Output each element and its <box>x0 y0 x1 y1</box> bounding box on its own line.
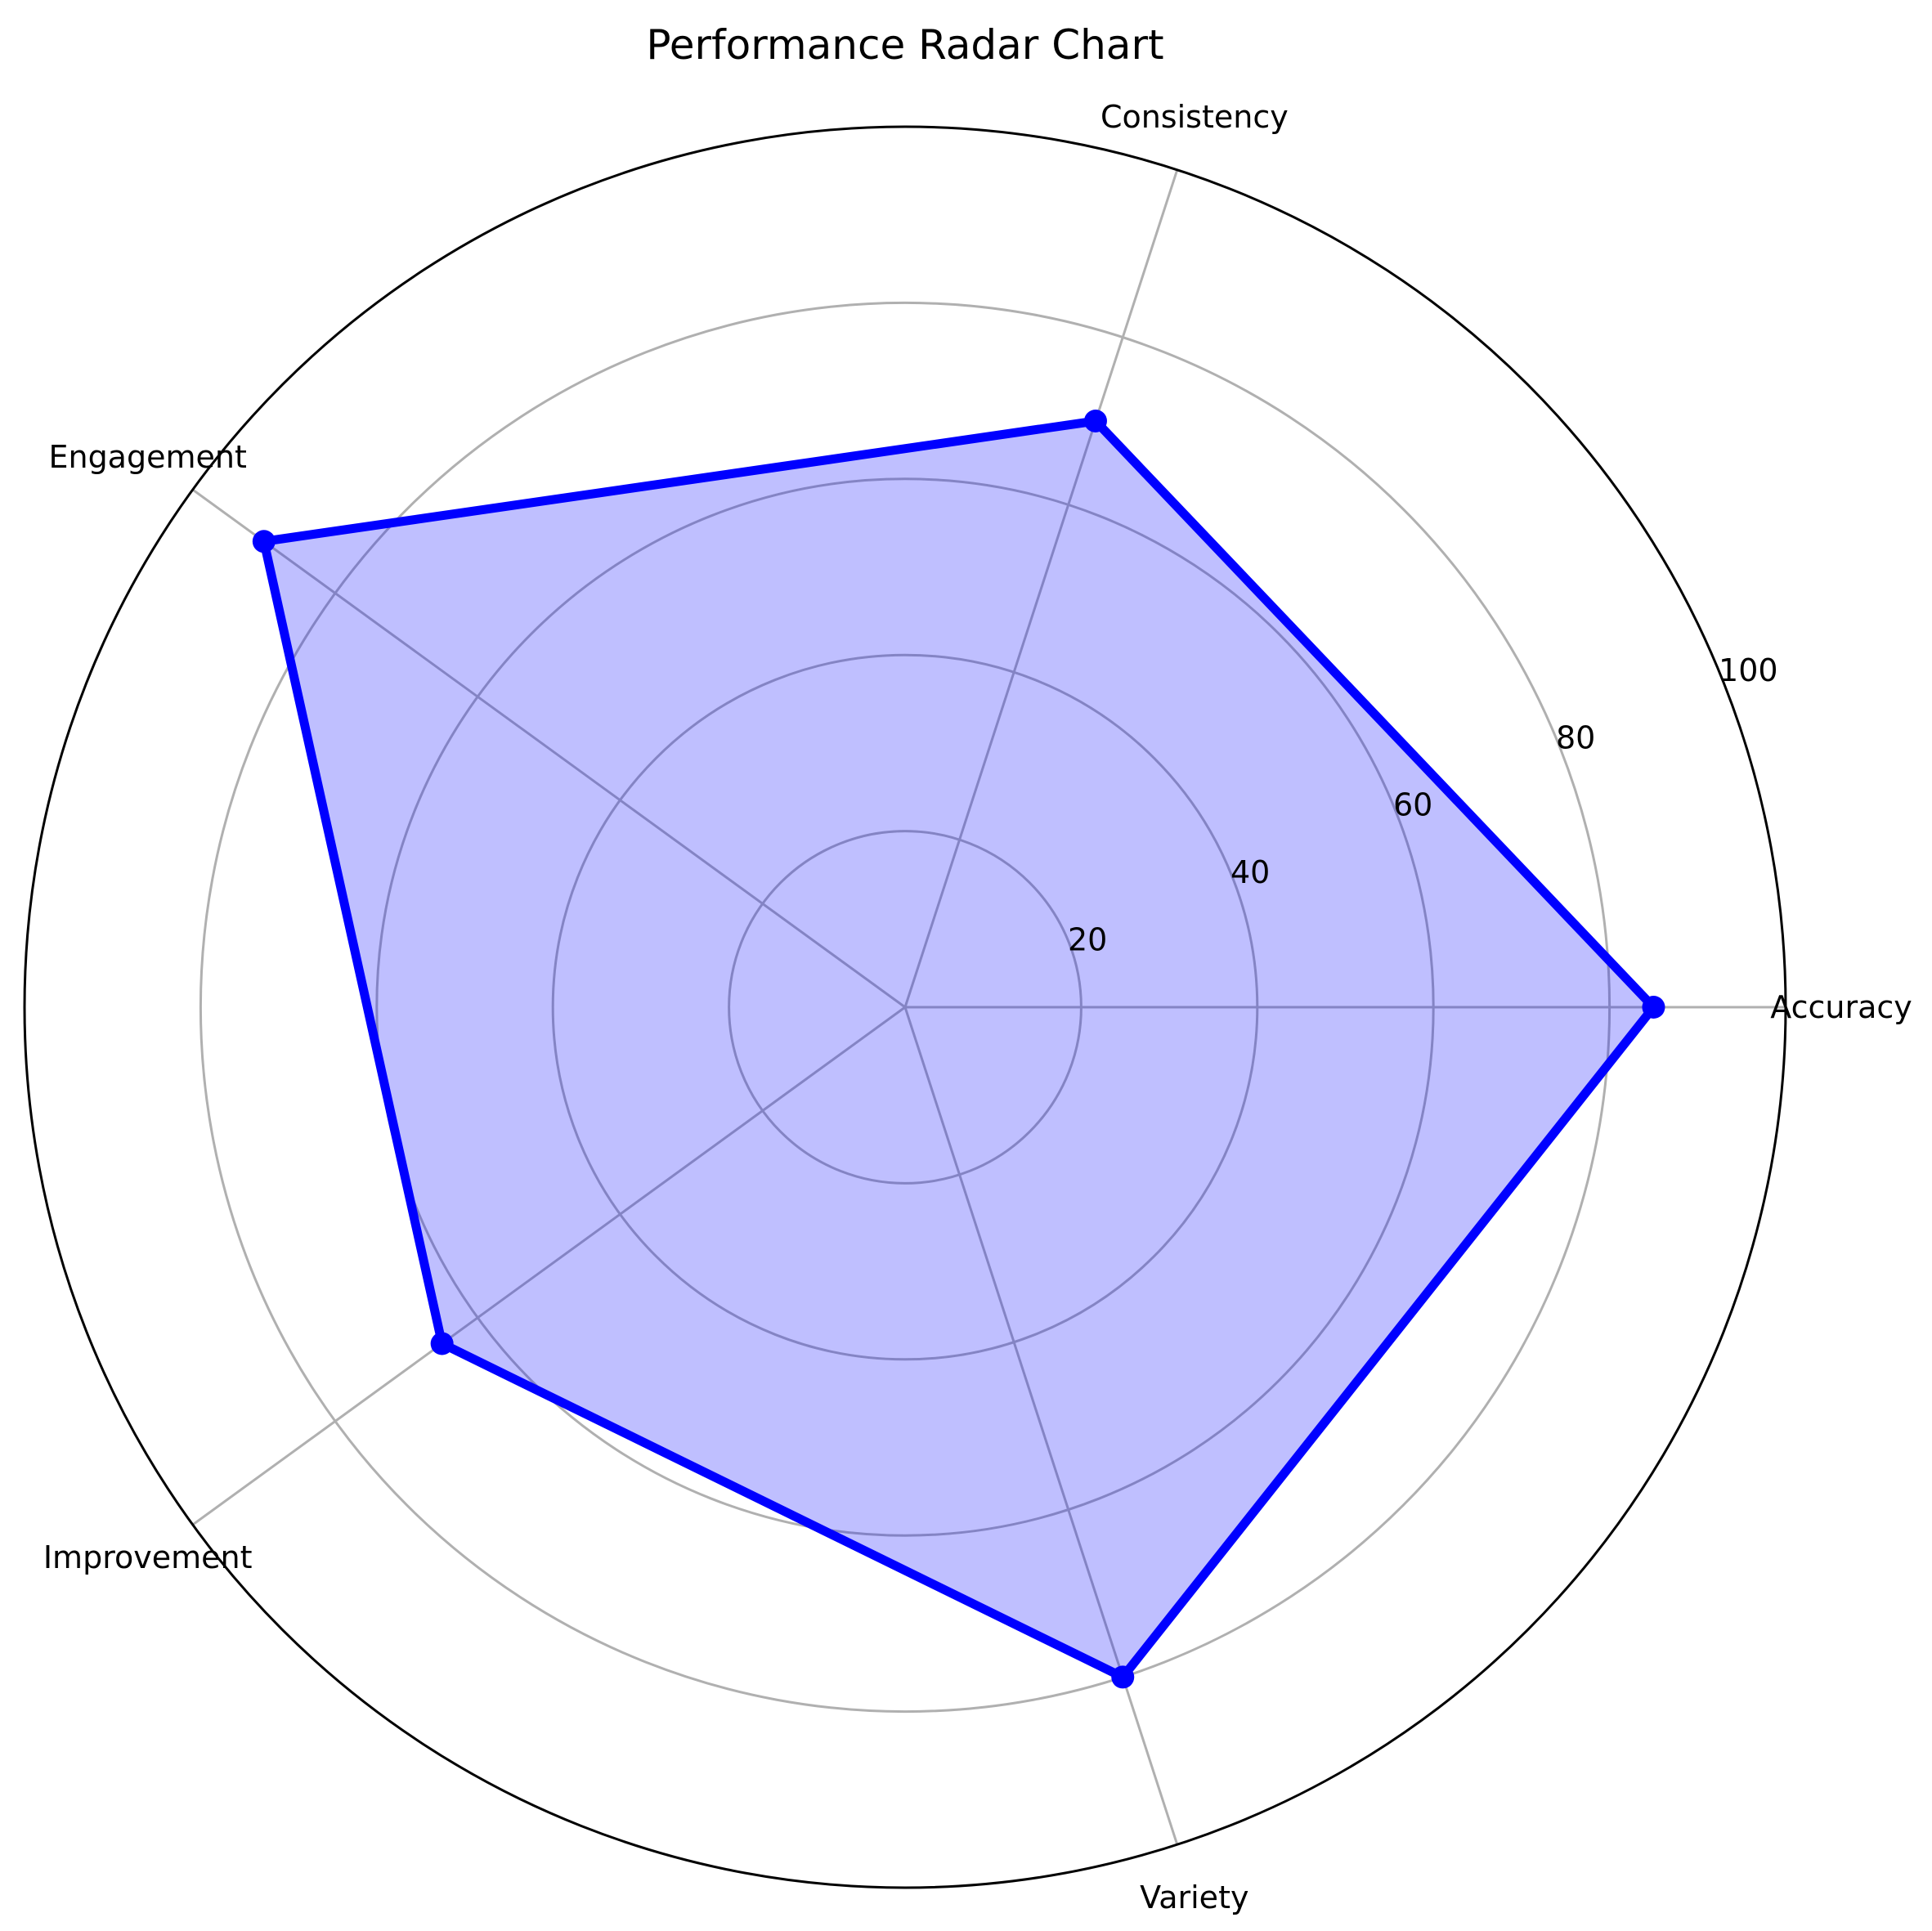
data-point-improvement <box>430 1332 454 1355</box>
spoke-variety <box>903 1006 1179 1845</box>
data-point-accuracy <box>1642 996 1665 1019</box>
category-label-engagement: Engagement <box>48 439 246 475</box>
r-tick-label: 80 <box>1556 719 1595 755</box>
r-tick-label: 40 <box>1230 854 1270 890</box>
r-tick-label: 100 <box>1719 652 1778 688</box>
data-point-variety <box>1111 1665 1135 1689</box>
series-layer <box>252 409 1665 1689</box>
r-tick-label: 60 <box>1393 787 1432 823</box>
category-label-variety: Variety <box>1140 1879 1248 1915</box>
data-point-consistency <box>1083 409 1107 432</box>
spoke-improvement <box>191 1006 906 1526</box>
spoke-engagement <box>191 488 906 1009</box>
series-area <box>263 420 1654 1678</box>
spoke-consistency <box>903 169 1179 1008</box>
grid-layer <box>23 125 1787 1889</box>
category-label-improvement: Improvement <box>43 1539 253 1575</box>
outer-frame <box>23 125 1787 1889</box>
series-line <box>258 416 1660 1683</box>
r-tick-label: 20 <box>1068 922 1107 958</box>
label-layer: 20 40 60 80 100 Accuracy Consistency Engagement… <box>43 99 1912 1915</box>
category-label-consistency: Consistency <box>1100 99 1289 135</box>
data-point-engagement <box>252 530 276 553</box>
chart-title: Performance Radar Chart <box>646 21 1163 69</box>
category-label-accuracy: Accuracy <box>1770 989 1912 1025</box>
